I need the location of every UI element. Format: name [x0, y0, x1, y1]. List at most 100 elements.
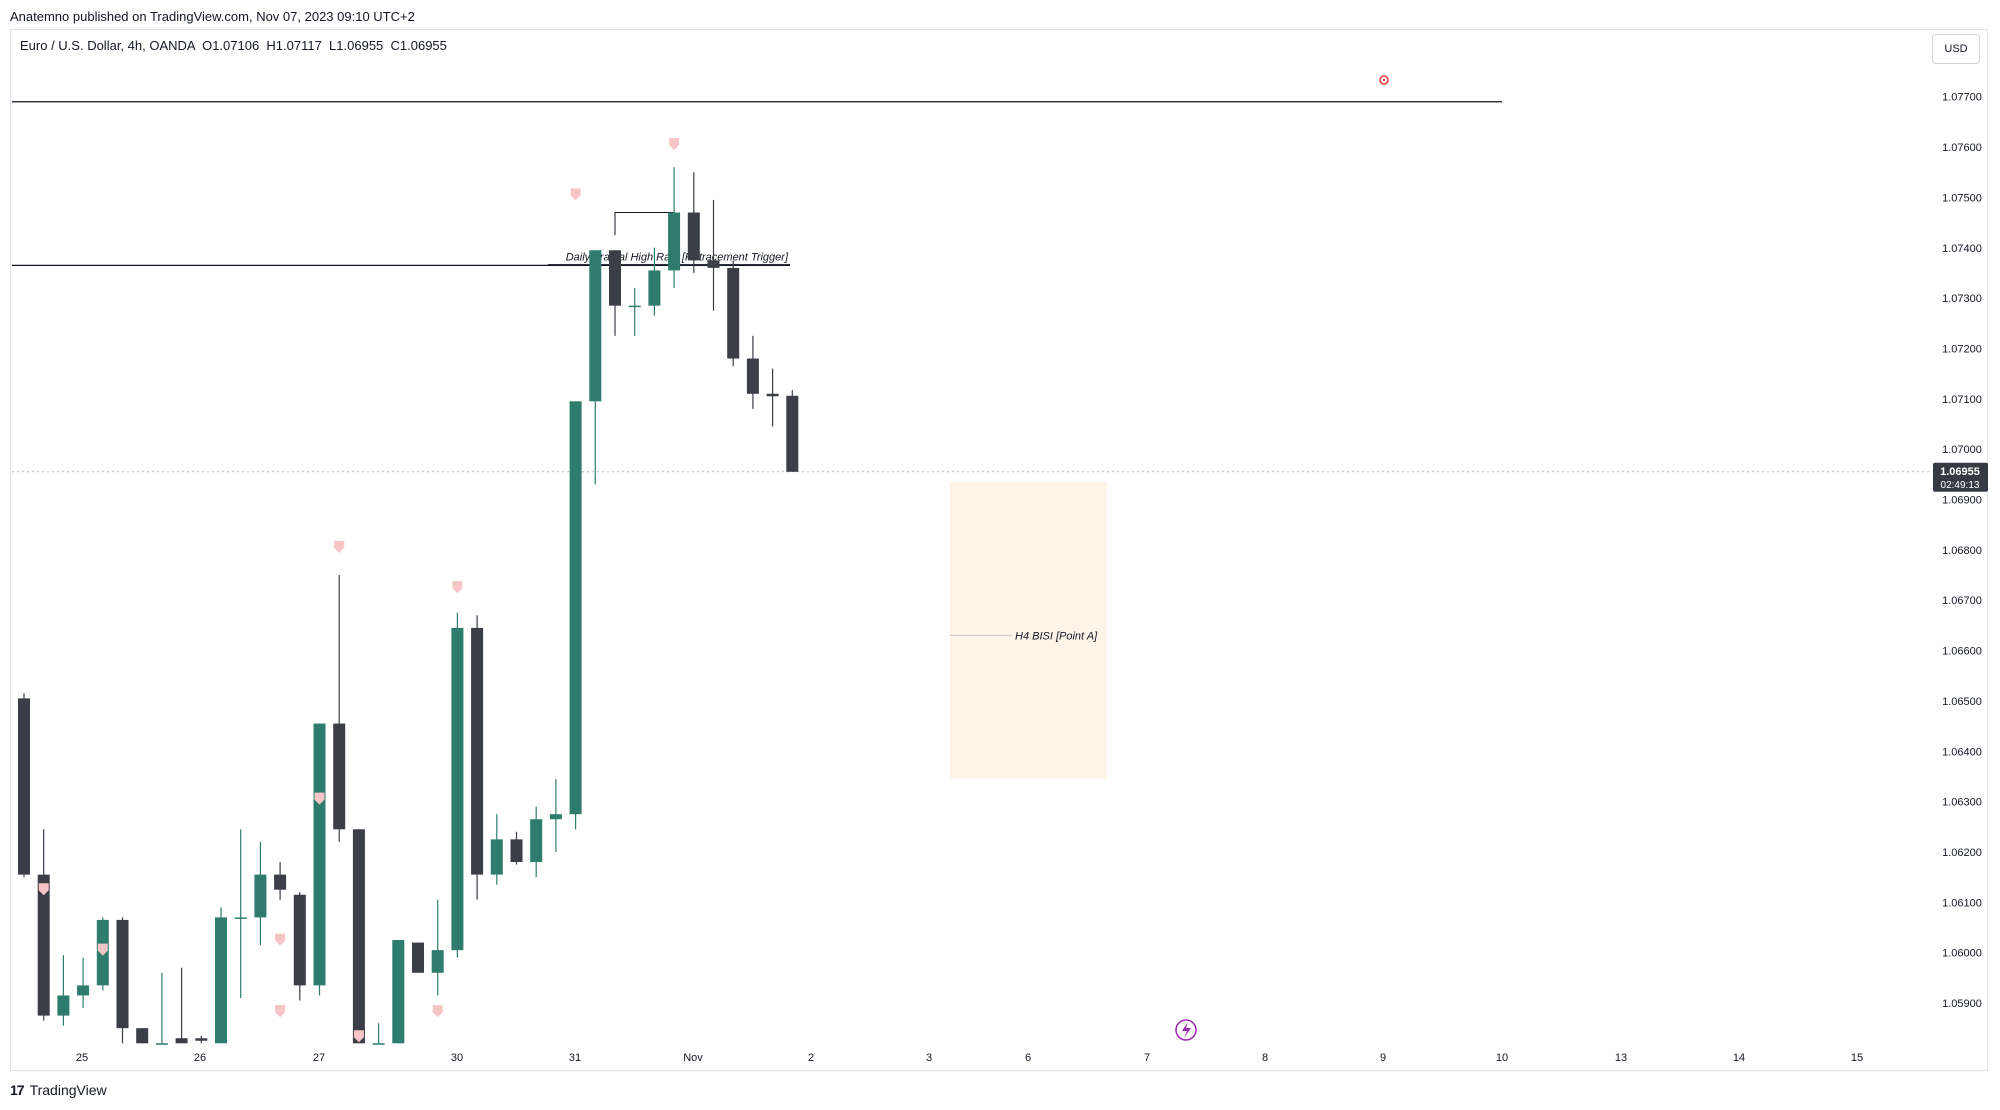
lightning-icon	[1175, 1019, 1197, 1041]
candle-body	[569, 401, 582, 815]
y-tick-label: 1.06500	[1942, 696, 1982, 708]
fractal-marker-icon	[275, 1005, 286, 1018]
y-tick-label: 1.07300	[1942, 293, 1982, 305]
candle-body	[392, 940, 405, 1044]
chart-frame	[10, 29, 1988, 1071]
candle	[471, 615, 484, 900]
x-tick-label: 10	[1496, 1052, 1508, 1064]
x-tick-label: 7	[1144, 1052, 1150, 1064]
x-tick-label: 2	[808, 1052, 814, 1064]
y-tick-label: 1.06100	[1942, 897, 1982, 909]
y-tick-label: 1.07600	[1942, 142, 1982, 154]
fractal-marker-icon	[275, 933, 286, 946]
y-tick-label: 1.07400	[1942, 243, 1982, 255]
fractal-marker-icon	[570, 188, 581, 201]
candle-body	[155, 1043, 168, 1045]
ohlc-values: O1.07106 H1.07117 L1.06955 C1.06955	[202, 38, 447, 53]
candle-body	[175, 1038, 188, 1044]
fractal-marker-icon	[452, 581, 463, 594]
footer-brand-label: TradingView	[29, 1082, 107, 1098]
y-tick-label: 1.06200	[1942, 847, 1982, 859]
candle-body	[609, 250, 621, 306]
candle	[313, 723, 326, 996]
candle	[707, 199, 720, 311]
candle-body	[490, 839, 503, 875]
x-tick-label: 3	[926, 1052, 932, 1064]
candle-body	[372, 1043, 385, 1045]
candle-body	[18, 698, 30, 875]
y-tick-label: 1.06700	[1942, 595, 1982, 607]
fractal-marker-icon	[314, 792, 325, 805]
candle	[786, 390, 799, 472]
target-marker-icon	[1379, 75, 1389, 85]
x-tick-label: 31	[569, 1052, 581, 1064]
y-tick-label: 1.06900	[1942, 495, 1982, 507]
candle-body	[254, 874, 267, 918]
fractal-marker-icon	[669, 138, 680, 151]
last-price-countdown: 02:49:13	[1941, 480, 1980, 491]
candle-body	[628, 305, 641, 308]
candle-body	[57, 995, 70, 1016]
target-marker-dot	[1382, 78, 1386, 82]
candle-body	[352, 829, 365, 1044]
x-tick-label: 9	[1380, 1052, 1386, 1064]
candle	[274, 862, 287, 900]
candle-body	[37, 874, 50, 1016]
candle	[668, 167, 681, 289]
candle	[195, 1035, 208, 1044]
candle-body	[648, 270, 661, 306]
candle	[490, 814, 503, 885]
candle-body	[77, 985, 90, 996]
y-tick-label: 1.07500	[1942, 192, 1982, 204]
candle-body	[727, 267, 740, 359]
last-price-tag	[1933, 462, 1988, 492]
candle-body	[313, 723, 326, 986]
candle-body	[333, 723, 346, 830]
lightning-bolt	[1182, 1022, 1191, 1038]
bisi-zone	[950, 481, 1107, 779]
x-tick-label: 8	[1262, 1052, 1268, 1064]
x-tick-label: 13	[1615, 1052, 1627, 1064]
candle	[549, 778, 562, 852]
candle	[530, 806, 543, 878]
candle	[155, 972, 168, 1045]
fractal-marker-icon	[334, 540, 345, 553]
candle	[116, 917, 129, 1044]
y-tick-label: 1.06400	[1942, 746, 1982, 758]
fractal-marker-icon	[38, 883, 49, 896]
candle	[510, 831, 523, 865]
candle-body	[589, 250, 602, 402]
candle	[569, 401, 582, 830]
candle-body	[116, 919, 129, 1029]
y-tick-label: 1.06600	[1942, 646, 1982, 658]
y-tick-label: 1.07100	[1942, 394, 1982, 406]
candle	[175, 967, 188, 1044]
swing-bracket	[614, 212, 675, 236]
candle-body	[412, 942, 424, 973]
candle-body	[136, 1028, 149, 1044]
currency-button[interactable]: USD	[1932, 34, 1980, 64]
fractal-marker-icon	[432, 1005, 443, 1018]
candle	[372, 1023, 385, 1045]
y-tick-label: 1.07700	[1942, 92, 1982, 104]
last-price-value: 1.06955	[1940, 466, 1980, 478]
x-tick-label: 6	[1025, 1052, 1031, 1064]
candle	[215, 907, 227, 1044]
candle-body	[215, 917, 227, 1044]
candle	[431, 899, 444, 996]
candle	[746, 335, 759, 409]
candle	[412, 942, 424, 973]
candle	[352, 829, 365, 1044]
symbol-name: Euro / U.S. Dollar, 4h, OANDA	[20, 38, 195, 53]
candle	[628, 288, 641, 336]
candle-body	[451, 627, 464, 951]
candle	[451, 612, 464, 958]
y-tick-label: 1.07000	[1942, 444, 1982, 456]
candle	[766, 368, 779, 427]
y-tick-label: 1.06300	[1942, 797, 1982, 809]
footer-brand[interactable]: 17 TradingView	[10, 1082, 107, 1098]
candle-body	[274, 874, 287, 890]
symbol-legend[interactable]: Euro / U.S. Dollar, 4h, OANDA O1.07106 H…	[20, 38, 447, 53]
x-tick-label: Nov	[683, 1052, 703, 1064]
